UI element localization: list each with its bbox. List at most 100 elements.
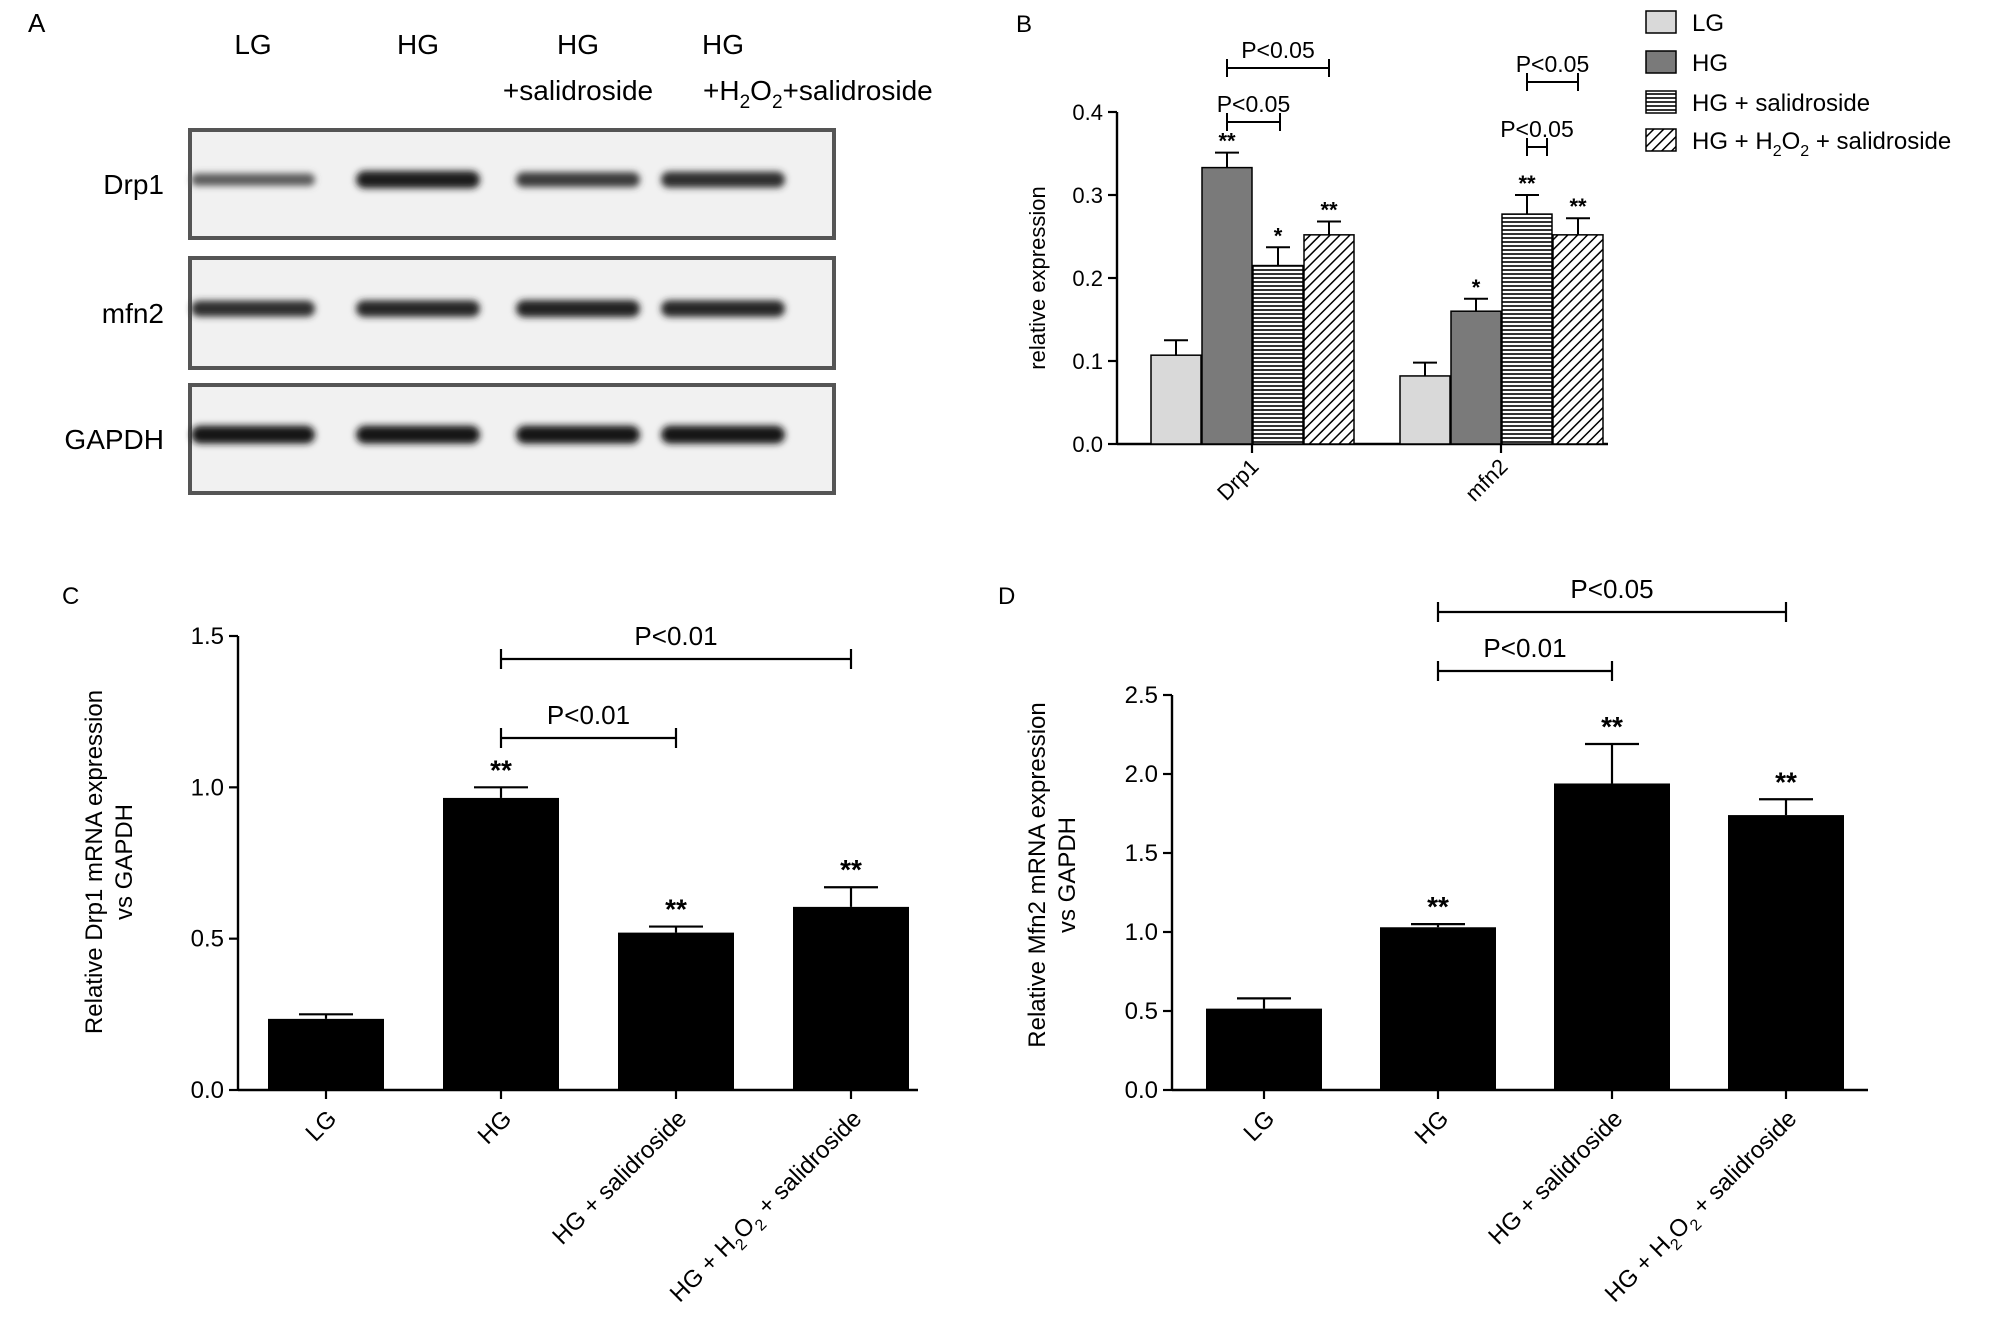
panel-label-d: D bbox=[998, 583, 1015, 610]
lane-label-2: HG bbox=[397, 29, 439, 60]
significance-stars: ** bbox=[1218, 129, 1236, 154]
significance-bracket: P<0.05 bbox=[1516, 51, 1590, 91]
significance-bracket: P<0.01 bbox=[499, 621, 853, 669]
bracket-label: P<0.05 bbox=[1217, 91, 1291, 117]
bar-1 bbox=[268, 1018, 384, 1090]
significance-bracket: P<0.05 bbox=[1226, 37, 1330, 77]
bar-4 bbox=[793, 906, 909, 1090]
y-axis-label: Relative Mfn2 mRNA expression bbox=[1024, 702, 1051, 1047]
y-axis-label: vs GAPDH bbox=[111, 804, 138, 920]
bracket-label: P<0.05 bbox=[1241, 37, 1315, 63]
significance-stars: ** bbox=[665, 894, 687, 925]
bar-4 bbox=[1728, 815, 1844, 1090]
significance-stars: ** bbox=[1320, 198, 1338, 223]
blot-band bbox=[191, 300, 315, 317]
y-tick-label: 0.0 bbox=[191, 1077, 224, 1104]
bracket-label: P<0.01 bbox=[1483, 633, 1566, 663]
legend-swatch bbox=[1645, 10, 1677, 34]
y-axis-label: Relative Drp1 mRNA expression bbox=[81, 690, 108, 1034]
bar-mfn2-series-2 bbox=[1450, 310, 1502, 445]
significance-stars: ** bbox=[1518, 171, 1536, 196]
lane-label-4: HG bbox=[702, 29, 744, 60]
x-tick-label: HG + salidroside bbox=[1483, 1105, 1628, 1250]
y-tick-label: 0.5 bbox=[1125, 998, 1158, 1025]
x-tick-label: LG bbox=[1239, 1105, 1281, 1147]
lane-labels: LG HG HG +salidroside HG +H2O2+salidroside bbox=[234, 29, 932, 113]
significance-bracket: P<0.05 bbox=[1217, 91, 1291, 131]
bracket-label: P<0.01 bbox=[547, 700, 630, 730]
bar-3 bbox=[1554, 783, 1670, 1090]
bar-1 bbox=[1206, 1008, 1322, 1090]
panel-label-c: C bbox=[62, 583, 79, 610]
y-tick-label: 0.5 bbox=[191, 926, 224, 953]
significance-stars: * bbox=[1274, 223, 1283, 248]
y-tick-label: 0.0 bbox=[1125, 1077, 1158, 1104]
blot-row-label: Drp1 bbox=[103, 169, 164, 200]
y-tick-label: 0.2 bbox=[1072, 266, 1103, 291]
y-tick-label: 0.1 bbox=[1072, 349, 1103, 374]
y-tick-label: 1.0 bbox=[1125, 919, 1158, 946]
lane-sublabel-4: +H2O2+salidroside bbox=[703, 75, 933, 113]
bracket-label: P<0.05 bbox=[1500, 116, 1574, 142]
significance-stars: * bbox=[1472, 275, 1481, 300]
panel-c-drp1-mrna-chart: C 0.0 0.5 1.0 1.5 Relative Drp1 mRNA expressi… bbox=[62, 583, 918, 1311]
blot-band bbox=[661, 171, 785, 188]
blot-row-drp1: Drp1 bbox=[103, 128, 836, 240]
x-tick-label: HG bbox=[1410, 1105, 1455, 1150]
bracket-label: P<0.05 bbox=[1570, 574, 1653, 604]
blot-row-label: mfn2 bbox=[102, 298, 164, 329]
bar-3 bbox=[618, 932, 734, 1090]
lane-sublabel-3: +salidroside bbox=[503, 75, 653, 106]
blot-band bbox=[356, 170, 480, 189]
bar-mfn2-series-4 bbox=[1552, 234, 1604, 445]
bracket-label: P<0.05 bbox=[1516, 51, 1590, 77]
legend: LG HG HG + salidroside HG + H2O2 + salidros… bbox=[1645, 10, 1951, 160]
significance-bracket: P<0.05 bbox=[1436, 574, 1788, 622]
y-tick-label: 0.0 bbox=[1072, 432, 1103, 457]
panel-d-mfn2-mrna-chart: D 0.0 0.5 1.0 1.5 2.0 2.5 Relative Mfn2 mRNA ex… bbox=[998, 574, 1868, 1308]
bar-2 bbox=[1380, 927, 1496, 1090]
legend-swatch bbox=[1645, 90, 1677, 114]
x-tick-label: Drp1 bbox=[1212, 454, 1263, 505]
y-tick-label: 1.0 bbox=[191, 774, 224, 801]
bar-drp1-series-4 bbox=[1303, 234, 1355, 445]
blot-band bbox=[356, 300, 480, 317]
significance-stars: ** bbox=[1775, 766, 1797, 797]
significance-stars: ** bbox=[490, 754, 512, 785]
bar-2 bbox=[443, 797, 559, 1090]
legend-swatch bbox=[1645, 50, 1677, 74]
blot-band bbox=[516, 300, 640, 318]
y-tick-label: 2.0 bbox=[1125, 761, 1158, 788]
blot-band bbox=[516, 425, 640, 444]
panel-label-b: B bbox=[1016, 11, 1032, 38]
x-tick-label: HG bbox=[473, 1105, 518, 1150]
bracket-label: P<0.01 bbox=[634, 621, 717, 651]
western-blot-panel: A LG HG HG+salidrosideHG+H2O2+salidroside … bbox=[28, 8, 933, 495]
bar-mfn2-series-3 bbox=[1501, 213, 1553, 445]
blot-band bbox=[191, 425, 315, 444]
blot-band bbox=[516, 172, 640, 188]
blot-rows: Drp1 mfn2 GAPDH bbox=[64, 128, 836, 495]
significance-stars: ** bbox=[1569, 194, 1587, 219]
x-tick-label: HG + salidroside bbox=[547, 1105, 692, 1250]
blot-row-label: GAPDH bbox=[64, 424, 164, 455]
significance-bracket: P<0.01 bbox=[499, 700, 678, 748]
y-tick-label: 1.5 bbox=[1125, 840, 1158, 867]
bar-mfn2-series-1 bbox=[1399, 375, 1451, 445]
bar-drp1-series-1 bbox=[1150, 354, 1202, 445]
bar-drp1-series-3 bbox=[1252, 264, 1304, 445]
blot-row-gapdh: GAPDH bbox=[64, 383, 836, 495]
bar-drp1-series-2 bbox=[1201, 166, 1253, 445]
panel-label-a: A bbox=[28, 8, 46, 38]
legend-label: HG bbox=[1692, 50, 1728, 77]
legend-label: HG + H2O2 + salidroside bbox=[1692, 128, 1951, 160]
y-axis-label: vs GAPDH bbox=[1054, 817, 1081, 933]
legend-swatch bbox=[1645, 128, 1677, 152]
significance-bracket: P<0.01 bbox=[1436, 633, 1614, 681]
x-tick-label: HG + H2O2 + salidroside bbox=[665, 1105, 871, 1311]
legend-label: HG + salidroside bbox=[1692, 90, 1870, 117]
significance-stars: ** bbox=[1601, 711, 1623, 742]
significance-stars: ** bbox=[840, 854, 862, 885]
